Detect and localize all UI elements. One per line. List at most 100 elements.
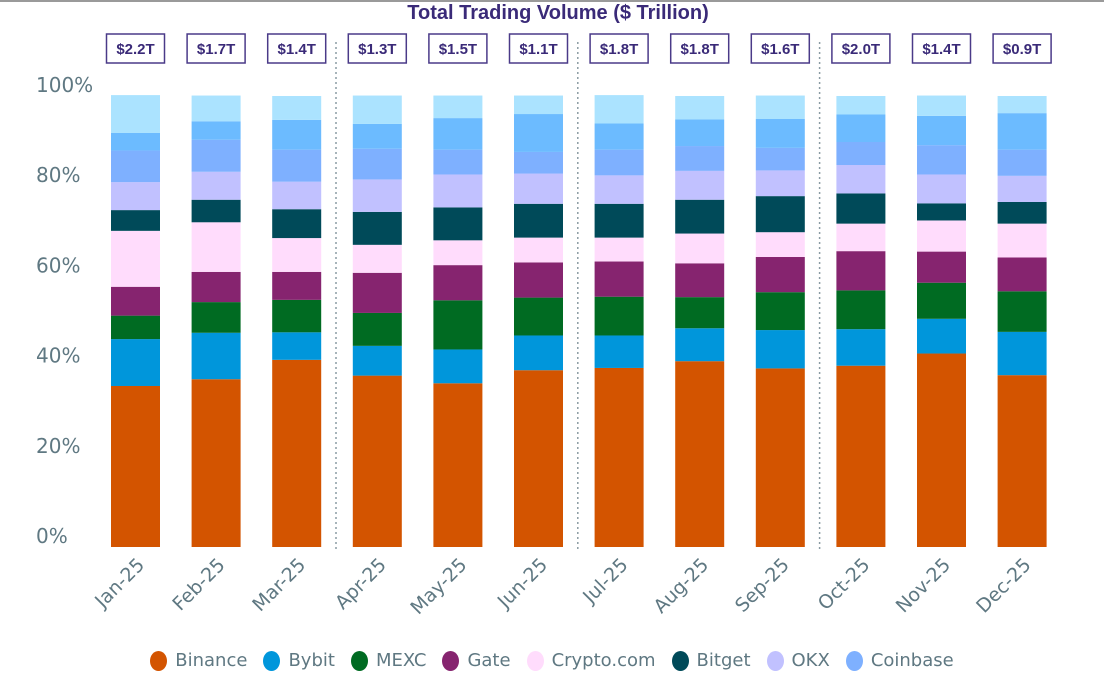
bar-segment-crypto-com: [594, 237, 644, 262]
volume-label-text: $1.3T: [358, 41, 396, 58]
bar-segment-crypto-com: [997, 223, 1047, 258]
bar-segment-coinbase: [514, 151, 563, 174]
bar-segment-other-unlabeled-top: [433, 95, 483, 119]
legend-item: Bybit: [263, 650, 335, 671]
bar-segment-gate: [191, 271, 241, 303]
bar-segment-other-unlabeled-top: [272, 96, 322, 120]
bar-segment-other-unlabeled-top: [997, 96, 1047, 114]
bar-segment-bybit: [352, 345, 402, 376]
bar-segment-binance: [514, 370, 563, 547]
bar-segment-mexc: [111, 315, 160, 340]
volume-label: $1.3T: [347, 33, 408, 64]
volume-label: $0.9T: [992, 33, 1052, 64]
legend-swatch: [845, 650, 863, 671]
legend-label: Crypto.com: [551, 650, 656, 671]
volume-label-text: $1.8T: [681, 41, 719, 58]
legend-swatch: [263, 650, 281, 671]
bar-segment-binance: [836, 365, 886, 547]
bar-segment-other-unlabeled-top: [675, 96, 725, 120]
bar-stack: [675, 96, 725, 547]
volume-label: $2.0T: [831, 33, 891, 64]
bar-segment-gate: [675, 263, 725, 298]
bar-segment-other-unlabeled-top: [352, 95, 402, 124]
quarter-dividers: [335, 42, 821, 550]
volume-label-text: $1.5T: [439, 41, 477, 58]
bar-segment-other-unlabeled-top: [514, 95, 563, 115]
bar-segment-gate: [997, 257, 1047, 292]
bar-segment-gate: [433, 265, 483, 301]
legend-swatch: [671, 650, 689, 671]
bar-segment-other-unlabeled: [675, 119, 725, 147]
bar-segment-coinbase: [272, 149, 322, 182]
volume-label-box: [669, 33, 730, 64]
bar-segment-other-unlabeled: [272, 119, 322, 150]
bar-stack: [836, 96, 886, 547]
legend-item: Coinbase: [845, 650, 954, 671]
bar-segment-binance: [755, 368, 805, 547]
volume-label-text: $1.4T: [922, 41, 960, 58]
bar-segment-coinbase: [111, 150, 160, 183]
bar-segment-binance: [191, 379, 241, 547]
legend-label: Bitget: [696, 650, 751, 671]
bar-segment-bybit: [997, 331, 1047, 376]
x-tick-label: Aug-25: [649, 554, 713, 618]
bar-segment-okx: [272, 181, 322, 210]
y-tick-label: 80%: [36, 163, 80, 187]
bar-segment-binance: [352, 375, 402, 547]
volume-label: $1.1T: [508, 33, 569, 64]
bar-segment-other-unlabeled-top: [111, 95, 160, 133]
bar-segment-gate: [352, 272, 402, 313]
bar-segment-coinbase: [917, 145, 966, 175]
y-axis: 0% 20% 40% 60% 80% 100%: [36, 73, 93, 548]
legend: Binance Bybit MEXC Gate Crypto.com Bitget OKX C…: [0, 650, 1104, 671]
y-tick-label: 20%: [36, 434, 80, 458]
bar-segment-mexc: [917, 282, 966, 319]
bar-segment-mexc: [675, 297, 725, 329]
stacked-bar-chart: Total Trading Volume ($ Trillion) 0% 20% 4…: [36, 2, 1052, 619]
x-tick-label: Oct-25: [814, 554, 875, 615]
x-tick-label: Apr-25: [331, 554, 391, 614]
x-axis: Jan-25 Feb-25 Mar-25 Apr-25 May-25 Jun-25 Jul-…: [90, 554, 1036, 619]
volume-label: $1.5T: [428, 33, 488, 64]
bar-segment-bybit: [514, 335, 563, 371]
legend-label: MEXC: [375, 650, 427, 671]
bar-stack: [514, 95, 563, 547]
bar-segment-other-unlabeled: [514, 114, 563, 152]
total-volume-labels: $2.2T $1.7T $1.4T $1.3T $1.5T $1.1T $1.8T $1.8T…: [105, 33, 1052, 64]
bar-segment-coinbase: [433, 149, 483, 175]
bar-segment-bitget: [836, 193, 886, 224]
x-tick-label: Jun-25: [493, 554, 552, 613]
bar-segment-bitget: [191, 199, 241, 223]
bar-segment-gate: [594, 261, 644, 297]
bar-segment-bybit: [675, 328, 725, 362]
bar-segment-gate: [836, 251, 886, 291]
legend-label: Bybit: [288, 650, 335, 671]
bar-segment-coinbase: [836, 142, 886, 166]
bar-segment-other-unlabeled: [191, 121, 241, 140]
bar-stack: [433, 95, 483, 547]
bar-segment-other-unlabeled-top: [836, 96, 886, 115]
volume-label-box: [508, 33, 569, 64]
bar-segment-coinbase: [755, 147, 805, 171]
bar-segment-other-unlabeled: [755, 119, 805, 148]
bar-segment-okx: [111, 182, 160, 211]
bar-segment-binance: [997, 375, 1047, 547]
bar-stack: [352, 95, 402, 547]
bar-segment-binance: [272, 359, 322, 547]
chart-title: Total Trading Volume ($ Trillion): [407, 2, 709, 24]
bar-segment-gate: [111, 286, 160, 316]
volume-label-box: [347, 33, 408, 64]
bar-segment-gate: [514, 262, 563, 298]
volume-label: $1.8T: [669, 33, 730, 64]
bar-stack: [917, 95, 966, 547]
volume-label-text: $0.9T: [1003, 41, 1041, 58]
legend-swatch: [442, 650, 460, 671]
legend-label: Binance: [175, 650, 248, 671]
legend-swatch: [150, 650, 168, 671]
bar-segment-crypto-com: [111, 230, 160, 287]
bar-segment-bybit: [836, 329, 886, 366]
bar-segment-bitget: [594, 203, 644, 238]
bar-segment-other-unlabeled-top: [917, 95, 966, 116]
bar-stack: [272, 96, 322, 547]
bar-segment-coinbase: [997, 149, 1047, 176]
